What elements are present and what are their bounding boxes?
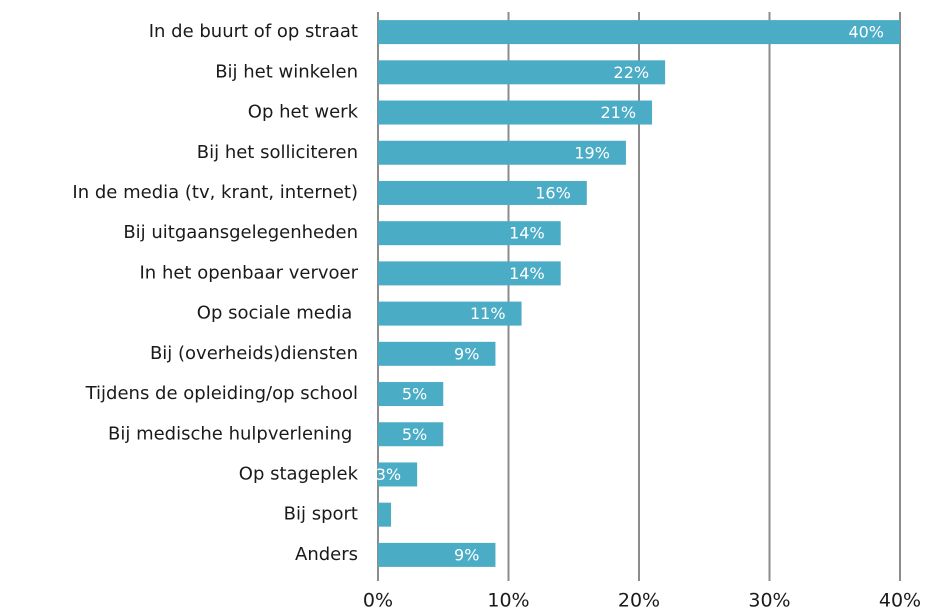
y-tick-label: Op het werk [248, 102, 359, 123]
y-tick-label: In de buurt of op straat [149, 21, 358, 42]
x-tick-label: 0% [363, 590, 393, 612]
value-label: 3% [376, 465, 401, 484]
bar [378, 341, 496, 366]
y-tick-label: In de media (tv, krant, internet) [72, 182, 358, 203]
value-label: 21% [600, 103, 636, 122]
value-label: 22% [614, 63, 650, 82]
bar [378, 542, 496, 567]
bar [378, 502, 392, 527]
y-tick-label: Bij het winkelen [215, 61, 358, 82]
y-tick-label: Anders [295, 544, 358, 565]
bar [378, 100, 653, 125]
bar [378, 221, 561, 246]
y-tick-label: In het openbaar vervoer [140, 262, 359, 283]
bar [378, 422, 444, 447]
y-tick-label: Bij uitgaansgelegenheden [123, 222, 358, 243]
y-tick-label: Bij sport [284, 504, 358, 525]
y-tick-label: Op sociale media [197, 303, 358, 324]
bar [378, 20, 900, 45]
bar [378, 261, 561, 286]
value-label: 14% [509, 224, 545, 243]
value-label: 5% [402, 385, 427, 404]
bar [378, 60, 666, 85]
x-tick-label: 40% [879, 590, 921, 612]
bar [378, 140, 626, 165]
y-tick-label: Bij (overheids)diensten [150, 343, 358, 364]
value-label: 14% [509, 264, 545, 283]
y-tick-label: Tijdens de opleiding/op school [85, 383, 358, 404]
bar [378, 180, 587, 205]
bar [378, 382, 444, 407]
value-label: 5% [402, 425, 427, 444]
y-tick-label: Op stageplek [239, 463, 359, 484]
x-tick-label: 30% [748, 590, 790, 612]
value-label: 11% [470, 304, 506, 323]
value-label: 16% [535, 183, 571, 202]
value-label: 19% [574, 143, 610, 162]
y-tick-label: Bij medische hulpverlening [108, 423, 358, 444]
value-label: 40% [848, 23, 884, 42]
y-tick-label: Bij het solliciteren [197, 142, 358, 163]
value-label: 9% [454, 545, 479, 564]
x-tick-label: 20% [618, 590, 660, 612]
value-label: 9% [454, 344, 479, 363]
bar [378, 462, 418, 487]
x-tick-label: 10% [487, 590, 529, 612]
bar [378, 301, 522, 326]
